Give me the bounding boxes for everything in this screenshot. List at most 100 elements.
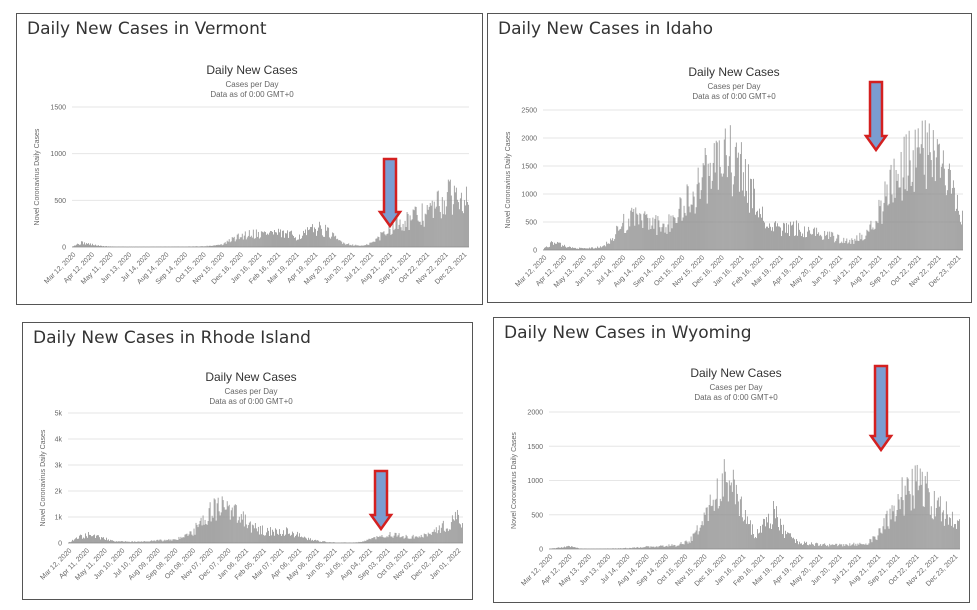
bar (783, 222, 784, 250)
bar (708, 505, 710, 549)
bar (772, 227, 773, 250)
y-tick-label: 2k (55, 489, 63, 496)
bar (873, 536, 875, 549)
bar (682, 543, 684, 549)
bar (456, 199, 458, 247)
bar (192, 246, 194, 247)
bar (252, 229, 254, 247)
bar (324, 541, 326, 543)
bar (187, 535, 189, 543)
bar (308, 537, 309, 543)
bar (790, 533, 791, 549)
bar (868, 543, 870, 549)
bar (774, 508, 775, 549)
bar (127, 541, 129, 543)
bar (205, 246, 207, 247)
bar (343, 242, 345, 247)
bar (411, 219, 413, 247)
bar (845, 240, 847, 250)
bar (685, 215, 687, 250)
bar (390, 536, 392, 543)
bar (572, 247, 573, 250)
bar (86, 536, 87, 543)
bar (269, 230, 271, 247)
bar (671, 544, 673, 549)
bar (218, 511, 220, 543)
bar (161, 540, 163, 543)
chart-date-note: Data as of 0:00 GMT+0 (210, 90, 294, 99)
bar (737, 501, 739, 549)
bar (790, 221, 791, 250)
bar (812, 234, 814, 250)
bar (931, 177, 933, 250)
bar (655, 215, 657, 250)
bar (610, 238, 612, 250)
bar (308, 230, 309, 247)
bar (799, 229, 800, 250)
bar (951, 188, 953, 250)
bar (769, 528, 770, 549)
bar (381, 232, 383, 247)
bar (930, 506, 932, 549)
bar (607, 548, 609, 549)
bar (936, 139, 938, 250)
bar (576, 248, 577, 250)
bar (899, 509, 901, 549)
bar (949, 169, 951, 250)
bar (216, 503, 218, 543)
bar (565, 547, 566, 549)
bar (206, 524, 208, 543)
bar (647, 217, 649, 250)
bar (199, 246, 201, 247)
bar (423, 533, 425, 543)
bar (563, 246, 564, 250)
bar (284, 535, 285, 543)
bar (795, 235, 796, 250)
bar (203, 246, 205, 247)
bar (848, 546, 850, 549)
bar (267, 234, 269, 247)
bar (723, 459, 725, 549)
bar (264, 231, 266, 247)
bar (239, 237, 241, 247)
bar (560, 242, 561, 250)
bar (318, 540, 320, 543)
bar (307, 540, 308, 543)
bar (721, 473, 723, 549)
bar (734, 504, 736, 549)
bar (673, 217, 675, 250)
bar (924, 476, 926, 549)
bar (406, 536, 408, 543)
bar (84, 242, 85, 247)
bar (427, 209, 429, 247)
bar (440, 527, 442, 543)
bar (307, 227, 308, 247)
bar (817, 233, 819, 250)
bar (467, 204, 469, 247)
bar (450, 195, 452, 247)
bar (679, 543, 681, 549)
bar (282, 230, 283, 247)
bar (827, 231, 829, 250)
bar (609, 243, 611, 250)
bar (555, 243, 556, 250)
bar (780, 518, 781, 549)
bar (912, 495, 914, 549)
bar (657, 216, 659, 250)
bar (188, 534, 190, 543)
bar (820, 544, 822, 549)
bar (860, 543, 862, 549)
y-tick-label: 2000 (521, 136, 537, 143)
bar (733, 479, 735, 549)
bar (851, 544, 853, 549)
bar (665, 227, 667, 250)
bar (940, 521, 942, 549)
bar (389, 228, 391, 247)
bar (385, 235, 387, 247)
bar (172, 539, 174, 543)
bar (836, 238, 838, 250)
bar (826, 234, 828, 250)
bar (607, 243, 609, 250)
bar (100, 245, 101, 247)
